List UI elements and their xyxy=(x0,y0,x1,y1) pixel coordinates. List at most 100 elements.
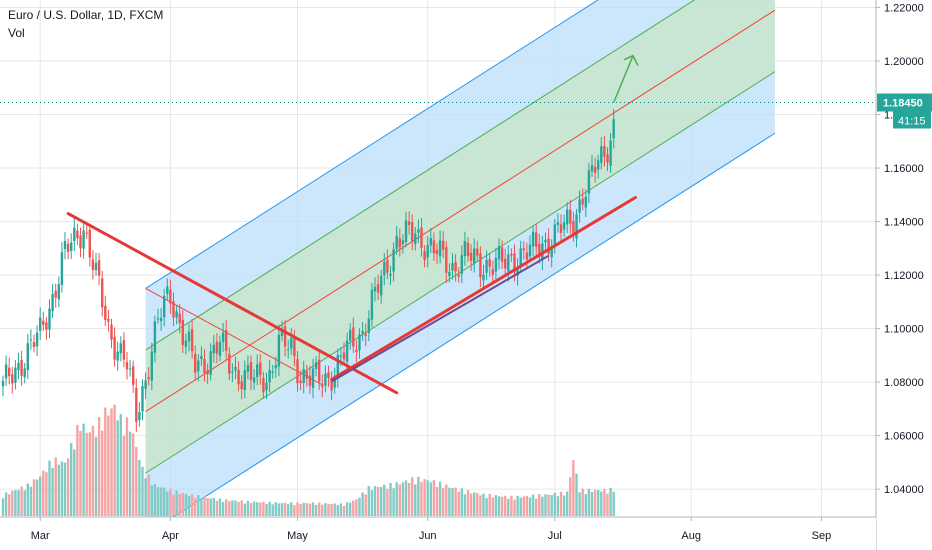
candle-body xyxy=(228,353,231,374)
candle-body xyxy=(194,354,197,373)
volume-bar xyxy=(200,498,203,516)
volume-bar xyxy=(54,457,57,516)
candle-body xyxy=(169,289,172,304)
volume-bar xyxy=(411,477,414,516)
candle xyxy=(376,274,380,300)
candle-body xyxy=(528,244,532,257)
pitchfork-handle-line xyxy=(145,288,323,386)
resistance-trendline[interactable] xyxy=(66,212,399,395)
price-tick-label: 1.12000 xyxy=(884,270,924,282)
volume-bar xyxy=(45,472,48,516)
volume-bar xyxy=(442,488,445,516)
candle-body xyxy=(14,367,17,383)
volume-bar xyxy=(91,425,95,516)
candle-body xyxy=(29,339,33,341)
volume-bar xyxy=(187,495,191,516)
candle-body xyxy=(429,238,432,246)
candle xyxy=(401,234,405,254)
volume-bar xyxy=(119,414,122,516)
volume-bar xyxy=(358,497,361,516)
volume-bar xyxy=(352,500,355,516)
candle-body xyxy=(8,367,11,377)
candle-body xyxy=(163,295,166,318)
candle xyxy=(442,231,445,259)
candle xyxy=(107,309,110,332)
candle xyxy=(398,228,401,257)
volume-bar xyxy=(370,489,374,516)
price-tick-label: 1.22000 xyxy=(884,2,924,14)
candle-body xyxy=(535,232,538,247)
volume-bar xyxy=(566,491,569,516)
candle-body xyxy=(438,240,442,257)
candle-body xyxy=(578,199,581,213)
volume-bar xyxy=(73,449,76,516)
volume-bar xyxy=(125,417,129,516)
volume-bar xyxy=(82,423,85,516)
candle-body xyxy=(268,370,271,383)
candle-body xyxy=(553,224,556,246)
candle-body xyxy=(600,146,603,163)
candle xyxy=(246,355,250,380)
volume-bar xyxy=(572,460,575,516)
candle xyxy=(553,218,556,254)
candle-body xyxy=(457,274,460,277)
candle-body xyxy=(575,214,578,239)
channel-lower-inner-line xyxy=(145,71,776,474)
price-axis-background xyxy=(876,0,932,550)
candle-body xyxy=(476,248,479,256)
support-trendline[interactable] xyxy=(330,195,637,381)
time-axis[interactable]: Mar Apr May Jun Jul Aug Sep xyxy=(0,516,876,550)
volume-bar xyxy=(122,436,126,516)
candle xyxy=(125,351,129,380)
volume-bar xyxy=(265,504,268,516)
candle-body xyxy=(249,362,253,380)
volume-bar xyxy=(606,493,609,516)
candle xyxy=(606,147,609,172)
candle xyxy=(600,137,603,170)
candle-body xyxy=(277,334,281,367)
volume-bar xyxy=(101,430,104,516)
candlestick-series[interactable] xyxy=(1,109,615,433)
volume-bar xyxy=(259,502,262,516)
candle xyxy=(277,324,281,377)
volume-bar xyxy=(296,502,299,516)
volume-bar xyxy=(519,497,522,516)
candle xyxy=(57,276,60,308)
volume-bar xyxy=(435,486,439,516)
candle-body xyxy=(190,329,194,352)
volume-bar xyxy=(339,503,343,516)
candle-body xyxy=(215,341,219,354)
volume-bar xyxy=(94,437,98,516)
candle xyxy=(206,363,209,384)
volume-bar xyxy=(70,443,73,516)
volume-bar xyxy=(327,503,330,516)
candle xyxy=(349,323,352,350)
candle xyxy=(342,342,346,365)
candle-body xyxy=(581,198,584,205)
arrow-shaft xyxy=(613,55,634,103)
volume-bar xyxy=(181,492,184,516)
candle xyxy=(221,323,225,352)
candle-body xyxy=(597,160,600,170)
volume-bar xyxy=(423,479,426,516)
volume-bar xyxy=(60,461,64,516)
volume-bar xyxy=(553,492,556,516)
price-tick-label: 1.04000 xyxy=(884,484,924,496)
projection-arrow[interactable] xyxy=(613,54,639,103)
candle xyxy=(132,360,135,394)
volume-bar xyxy=(349,502,352,516)
candle xyxy=(104,295,107,327)
candle xyxy=(166,278,169,301)
volume-bar xyxy=(39,476,42,516)
volume-bar xyxy=(268,501,271,516)
candle-body xyxy=(262,378,265,393)
pitchfork-channel[interactable] xyxy=(145,0,776,536)
price-axis[interactable]: 1.04000 1.06000 1.08000 1.10000 1.12000 1.140… xyxy=(875,0,932,550)
candle xyxy=(23,363,26,384)
candle xyxy=(184,333,188,355)
volume-bar xyxy=(504,495,507,516)
time-tick-label: Jul xyxy=(548,530,562,542)
volume-bar xyxy=(466,489,470,516)
volume-bar xyxy=(249,503,253,516)
